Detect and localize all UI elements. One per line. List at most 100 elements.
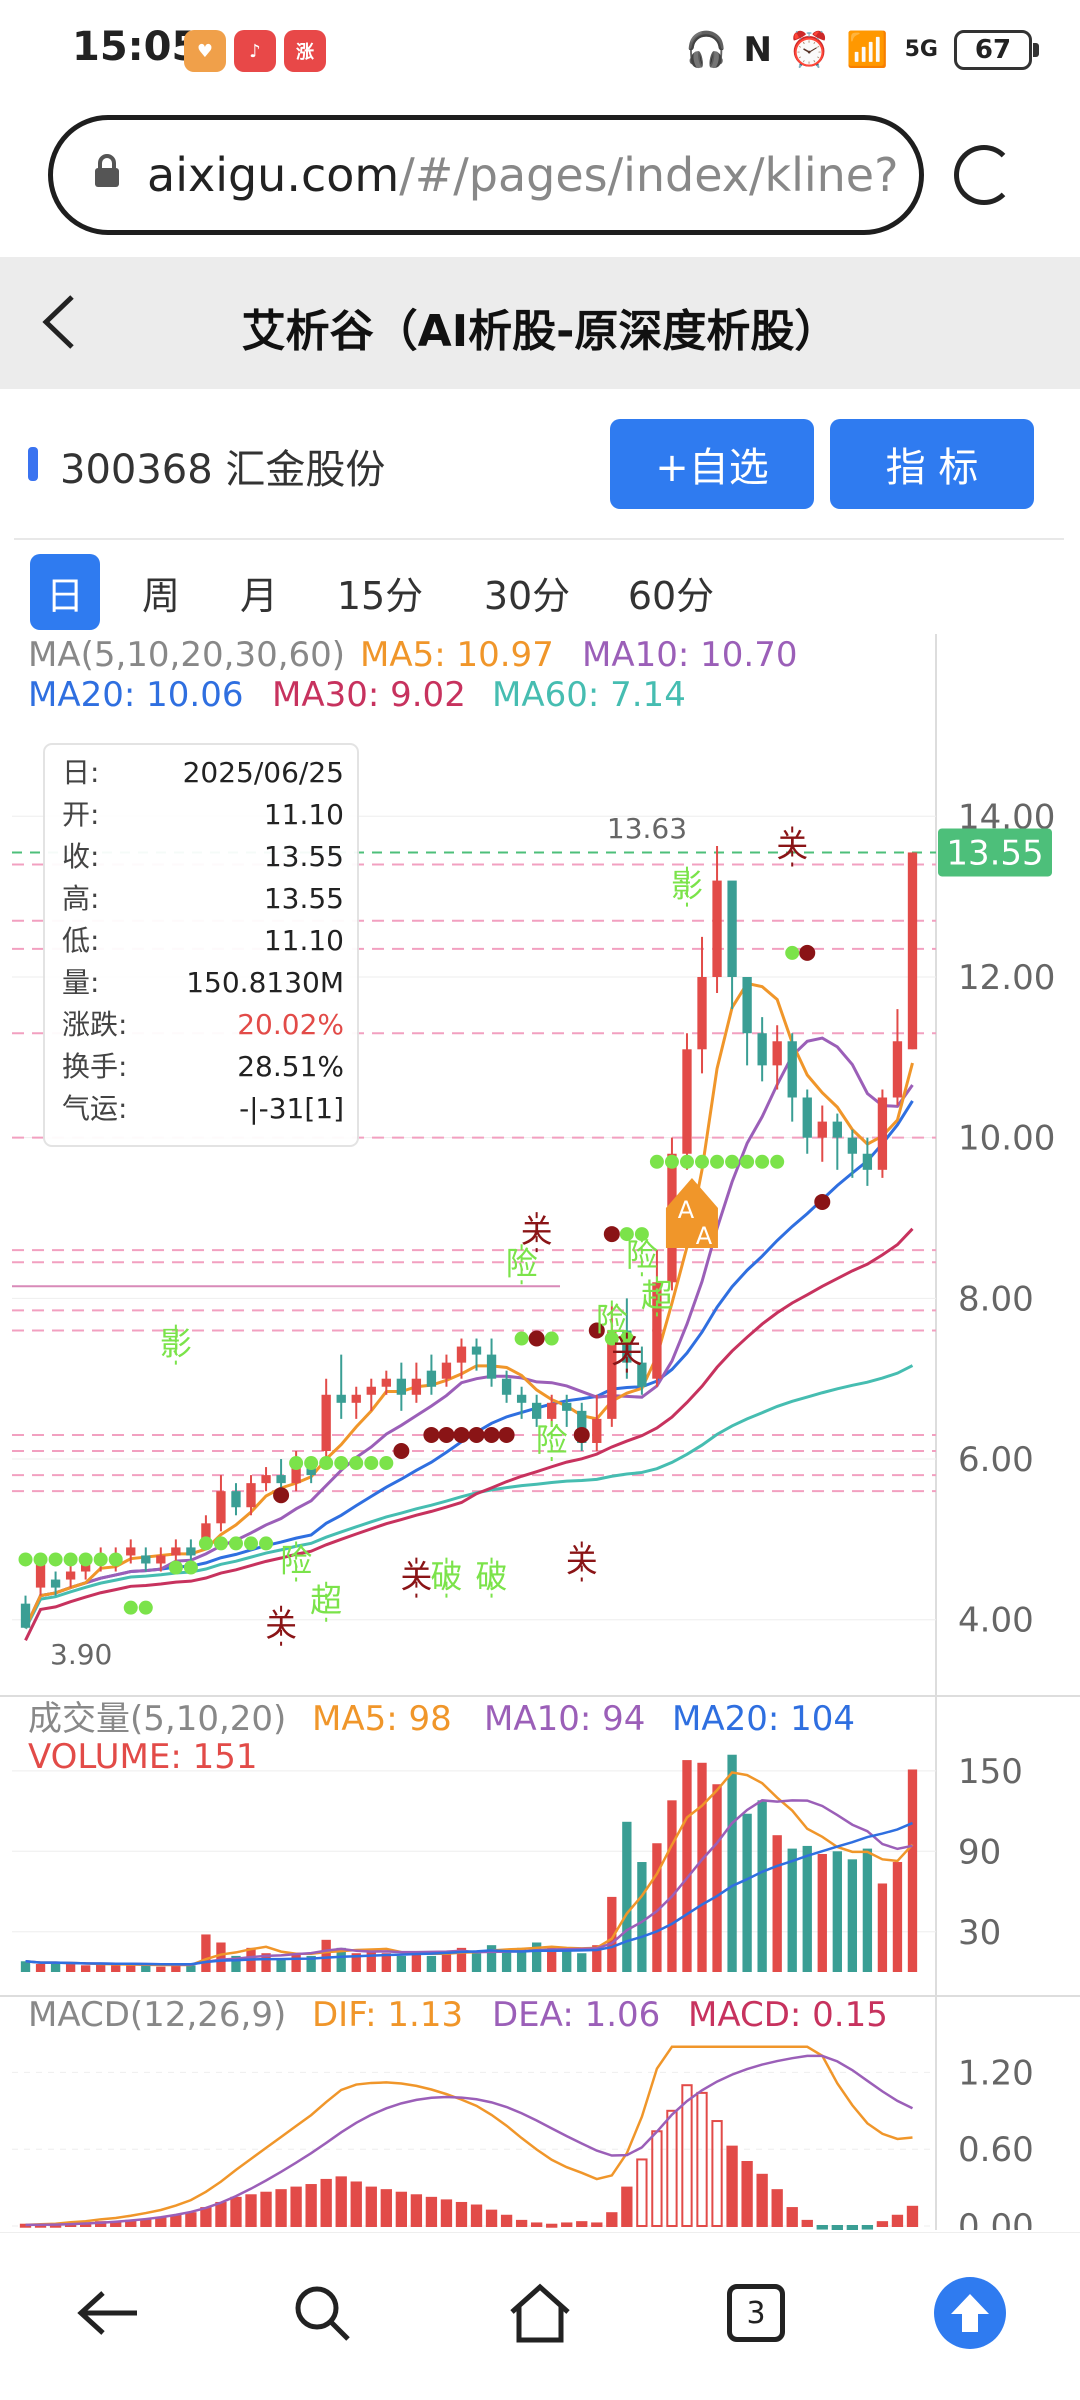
signal-dot	[619, 1227, 634, 1242]
volume-bar	[411, 1953, 422, 1972]
headphones-icon: 🎧	[685, 30, 728, 70]
signal-dot-dark	[438, 1426, 455, 1443]
volume-legend-item: MA5: 98	[312, 1699, 452, 1739]
volume-bar	[20, 1961, 31, 1972]
volume-bar	[156, 1966, 166, 1972]
reload-icon[interactable]	[954, 145, 1014, 205]
volume-bar	[622, 1821, 632, 1972]
candle	[547, 1402, 557, 1419]
volume-y-tick-label: 90	[958, 1832, 1001, 1872]
candle	[637, 1362, 647, 1387]
signal-dot	[695, 1154, 710, 1169]
signal-label: 关	[521, 1212, 553, 1250]
candle	[426, 1370, 437, 1387]
nav-back-button[interactable]	[68, 2273, 148, 2353]
tab-15min[interactable]: 15分	[336, 573, 424, 618]
volume-bar	[652, 1843, 662, 1972]
macd-bar	[636, 2158, 648, 2227]
candle	[832, 1121, 842, 1138]
macd-bar	[741, 2161, 753, 2227]
tooltip-key: 开:	[62, 798, 99, 831]
candle	[65, 1571, 76, 1580]
volume-bar	[96, 1963, 106, 1972]
macd-legend-item: DIF: 1.13	[312, 1995, 463, 2035]
volume-bar	[276, 1958, 286, 1972]
indicator-button[interactable]: 指 标	[830, 419, 1034, 509]
kline-chart-area[interactable]: MA(5,10,20,30,60) MA5: 10.97 MA10: 10.70 MA…	[0, 634, 1080, 2247]
volume-bar	[697, 1762, 707, 1972]
macd-y-tick-label: 0.60	[958, 2130, 1034, 2170]
signal-label: 破	[430, 1558, 462, 1596]
volume-legend-item: MA20: 104	[672, 1699, 855, 1739]
ma-legend-item: MA30: 9.02	[272, 675, 466, 715]
kline-chart-svg[interactable]: MA(5,10,20,30,60) MA5: 10.97 MA10: 10.70MA…	[0, 634, 1080, 2247]
signal-dot	[108, 1552, 123, 1567]
macd-bar	[831, 2225, 843, 2233]
tab-count: 3	[746, 2295, 766, 2331]
macd-bar	[756, 2173, 768, 2228]
home-icon	[510, 2283, 570, 2343]
macd-bar	[576, 2221, 588, 2228]
volume-bar	[336, 1947, 346, 1972]
volume-ma-line	[25, 1821, 913, 1966]
macd-bar	[305, 2184, 317, 2228]
candle	[80, 1563, 91, 1572]
macd-dif-line	[25, 2045, 913, 2227]
tab-week[interactable]: 周	[141, 573, 180, 618]
stock-accent-bar	[28, 447, 38, 481]
macd-bar	[546, 2223, 558, 2228]
tab-day[interactable]: 日	[30, 554, 100, 630]
candle	[35, 1563, 46, 1588]
macd-panel-title: MACD(12,26,9)	[28, 1995, 286, 2035]
signal-label: 破	[476, 1558, 508, 1596]
info-tooltip	[43, 743, 359, 1147]
nav-home-button[interactable]	[500, 2273, 580, 2353]
macd-bar	[425, 2196, 438, 2227]
signal-dot	[770, 1154, 785, 1169]
volume-bar	[50, 1962, 61, 1972]
add-watchlist-button[interactable]: +自选	[610, 419, 814, 509]
candle	[682, 1049, 692, 1154]
address-bar[interactable]: aixigu.com/#/pages/index/kline?	[48, 115, 924, 235]
macd-bar	[215, 2201, 227, 2227]
signal-label: 险	[506, 1244, 538, 1282]
battery-icon: 67	[954, 30, 1039, 70]
back-button[interactable]	[38, 287, 78, 372]
candle	[50, 1579, 61, 1588]
volume-bar	[216, 1942, 226, 1972]
macd-bar	[515, 2219, 528, 2228]
signal-dot-dark	[603, 1226, 620, 1243]
macd-bar	[801, 2219, 813, 2228]
volume-bar	[862, 1848, 873, 1972]
nav-search-button[interactable]	[282, 2273, 362, 2353]
macd-bar	[485, 2209, 498, 2228]
signal-dot	[544, 1331, 559, 1346]
volume-bar	[727, 1754, 737, 1972]
tab-60min[interactable]: 60分	[627, 573, 715, 618]
tooltip-value: 11.10	[264, 924, 344, 957]
ma-legend-item: MA20: 10.06	[28, 675, 243, 715]
nav-upload-button[interactable]	[930, 2273, 1010, 2353]
system-status-icons: 🎧 N ⏰ 📶 5G 67	[685, 28, 1039, 72]
macd-bar	[561, 2222, 573, 2227]
volume-y-tick-label: 150	[958, 1752, 1023, 1792]
volume-bar	[531, 1942, 542, 1972]
signal-dot-dark	[468, 1426, 485, 1443]
volume-bar	[396, 1955, 407, 1972]
candle	[126, 1547, 136, 1556]
volume-bar	[201, 1934, 211, 1972]
signal-label: 关	[566, 1542, 598, 1580]
candle	[20, 1603, 31, 1628]
macd-bar	[726, 2145, 738, 2228]
tab-30min[interactable]: 30分	[483, 573, 571, 618]
macd-legend-item: MACD: 0.15	[688, 1995, 888, 2035]
tooltip-value: 13.55	[264, 840, 344, 873]
nav-tabs-button[interactable]: 3	[716, 2273, 796, 2353]
url-text[interactable]: aixigu.com/#/pages/index/kline?	[147, 148, 907, 202]
volume-y-tick-label: 30	[958, 1913, 1001, 1953]
tab-month[interactable]: 月	[239, 573, 278, 618]
candle	[787, 1041, 797, 1098]
macd-bar	[170, 2214, 182, 2228]
candle	[306, 1467, 316, 1476]
browser-toolbar: aixigu.com/#/pages/index/kline?	[0, 105, 1080, 257]
